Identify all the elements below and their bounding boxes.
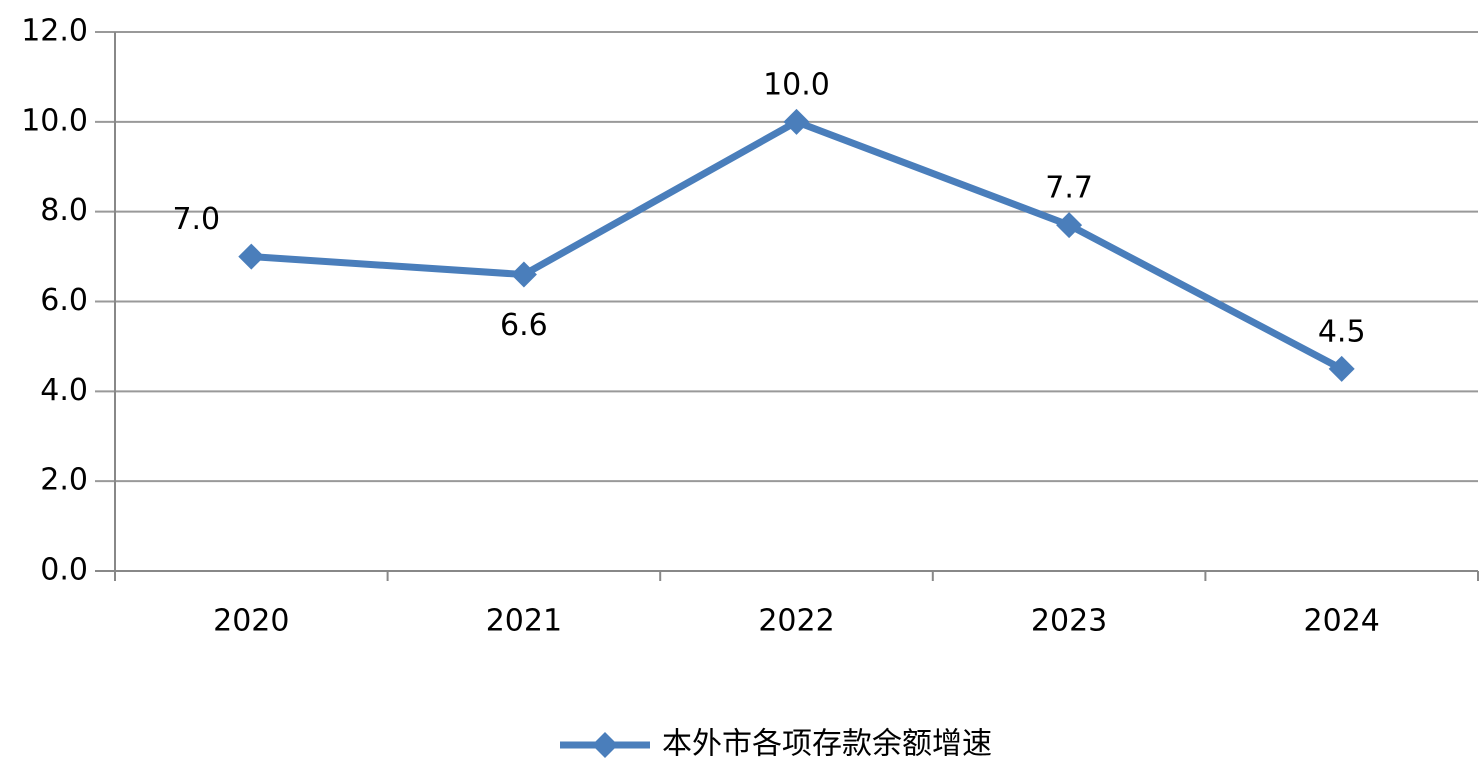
data-label: 6.6	[500, 308, 548, 343]
line	[251, 118, 1344, 372]
legend-label: 本外市各项存款余额增速	[662, 727, 992, 762]
y-tick-label: 4.0	[40, 373, 88, 408]
marker	[1056, 212, 1083, 239]
data-label: 4.5	[1318, 314, 1366, 349]
y-tick-label: 6.0	[40, 283, 88, 318]
y-tick-label: 2.0	[40, 463, 88, 498]
marker	[783, 108, 810, 135]
marker	[510, 261, 537, 288]
x-tick-label: 2024	[1304, 604, 1380, 639]
x-tick-label: 2023	[1031, 604, 1107, 639]
data-label: 10.0	[763, 67, 830, 102]
legend-marker	[592, 732, 618, 758]
x-tick-label: 2022	[758, 604, 834, 639]
y-tick-label: 0.0	[40, 553, 88, 588]
x-tick-label: 2021	[486, 604, 562, 639]
y-tick-label: 12.0	[21, 14, 88, 49]
data-label: 7.0	[172, 202, 220, 237]
y-tick-label: 10.0	[21, 103, 88, 138]
data-label: 7.7	[1045, 171, 1093, 206]
y-tick-label: 8.0	[40, 193, 88, 228]
marker	[1328, 355, 1355, 382]
x-tick-label: 2020	[213, 604, 289, 639]
marker	[238, 243, 265, 270]
